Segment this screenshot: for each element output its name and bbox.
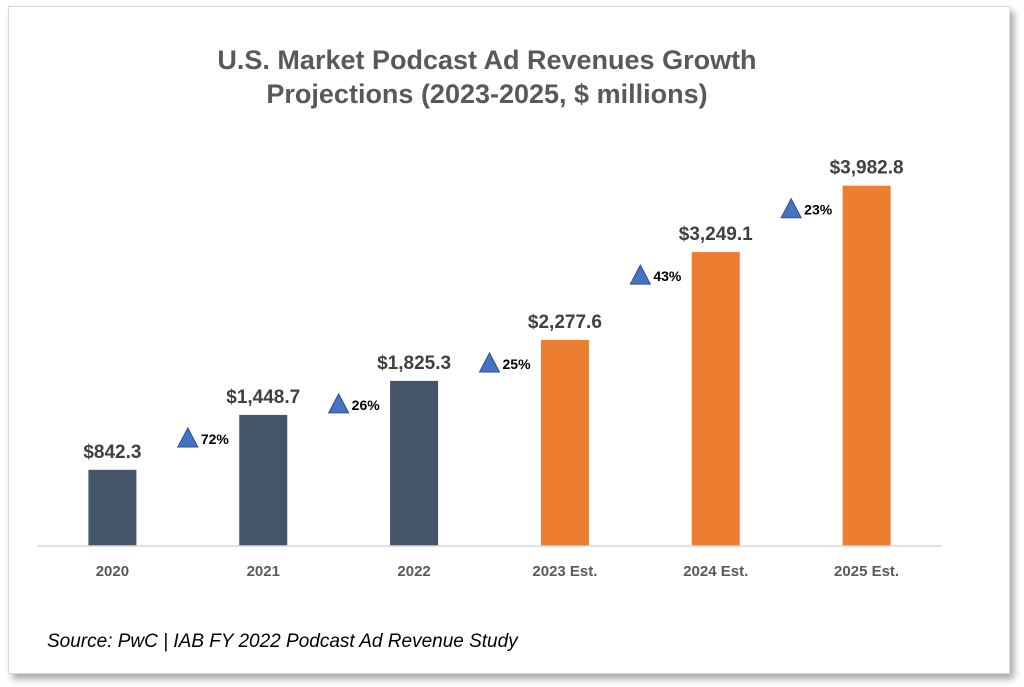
category-label-1: 2021 — [247, 563, 280, 580]
growth-label-1: 26% — [352, 397, 381, 413]
value-label-2: $1,825.3 — [377, 353, 451, 374]
bar-chart: U.S. Market Podcast Ad Revenues Growth P… — [37, 45, 942, 652]
growth-up-triangle-icon-0 — [177, 426, 199, 448]
category-label-3: 2023 Est. — [532, 563, 597, 580]
value-label-1: $1,448.7 — [226, 387, 300, 408]
growth-label-3: 43% — [653, 268, 682, 284]
growth-label-2: 25% — [503, 356, 532, 372]
growth-up-triangle-icon-1 — [327, 392, 350, 414]
category-label-4: 2024 Est. — [683, 563, 748, 580]
category-label-2: 2022 — [397, 563, 430, 580]
value-label-3: $2,277.6 — [528, 312, 602, 333]
growth-label-0: 72% — [201, 431, 230, 447]
growth-up-triangle-icon-4 — [780, 197, 802, 219]
category-label-0: 2020 — [96, 563, 129, 580]
value-label-4: $3,249.1 — [679, 224, 753, 245]
bar-1 — [239, 414, 288, 546]
bar-2 — [390, 380, 439, 546]
growth-label-4: 23% — [804, 202, 833, 218]
growth-up-triangle-icon-2 — [478, 351, 501, 373]
bar-3 — [540, 339, 589, 546]
category-label-5: 2025 Est. — [834, 563, 899, 580]
bar-0 — [88, 469, 137, 546]
chart-title-line-2: Projections (2023-2025, $ millions) — [266, 79, 707, 109]
bars-group: $842.3 2020 $1,448.7 2021 $1,825.3 2022 $2,277… — [83, 158, 903, 580]
bar-4 — [691, 252, 740, 546]
bar-5 — [842, 185, 891, 546]
value-label-5: $3,982.8 — [830, 158, 904, 179]
chart-title-line-1: U.S. Market Podcast Ad Revenues Growth — [217, 45, 756, 75]
growth-up-triangle-icon-3 — [629, 263, 652, 285]
source-note: Source: PwC | IAB FY 2022 Podcast Ad Rev… — [47, 631, 519, 652]
value-label-0: $842.3 — [83, 442, 141, 463]
chart-card: U.S. Market Podcast Ad Revenues Growth P… — [8, 6, 1010, 674]
